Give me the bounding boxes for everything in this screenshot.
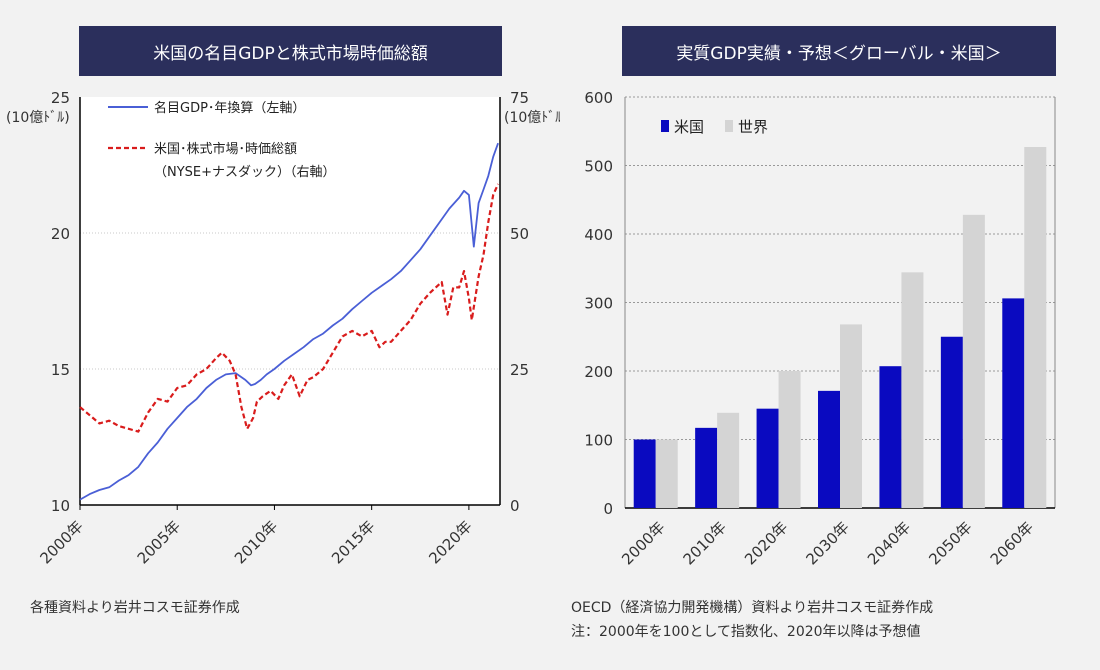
world-bar xyxy=(778,371,801,508)
us-bar xyxy=(756,408,779,508)
plot-area xyxy=(80,97,500,505)
us-bar xyxy=(940,336,963,508)
legend-us-label: 米国 xyxy=(674,118,704,136)
y-left-tick-label: 25 xyxy=(51,89,70,107)
market-cap-series-line xyxy=(79,183,500,433)
us-bar xyxy=(1002,298,1025,508)
y-left-unit-label: (10億ﾄﾞﾙ) xyxy=(6,110,70,126)
world-bar xyxy=(962,214,985,508)
x-tick-label: 2020年 xyxy=(741,518,791,568)
y-left-tick-label: 20 xyxy=(51,225,70,243)
x-tick-label: 2010年 xyxy=(680,518,730,568)
y-tick-label: 100 xyxy=(584,432,613,450)
right-footnote: 注：2000年を100として指数化、2020年以降は予想値 xyxy=(571,624,921,640)
legend-world-swatch xyxy=(725,120,733,132)
world-bar xyxy=(655,439,678,508)
world-bar xyxy=(901,272,924,508)
y-tick-label: 300 xyxy=(584,295,613,313)
left-chart-title: 米国の名目GDPと株式市場時価総額 xyxy=(79,26,502,76)
us-bar xyxy=(879,366,902,508)
y-right-tick-label: 75 xyxy=(510,89,529,107)
right-source-note: OECD（経済協力開発機構）資料より岩井コスモ証券作成 xyxy=(571,600,934,616)
legend-world-label: 世界 xyxy=(738,118,768,136)
y-tick-label: 600 xyxy=(584,89,613,107)
y-tick-label: 500 xyxy=(584,158,613,176)
legend-gdp-label: 名目GDP･年換算（左軸） xyxy=(154,100,305,116)
y-tick-label: 400 xyxy=(584,226,613,244)
gdp-series-line xyxy=(79,142,499,501)
world-bar xyxy=(1024,147,1047,508)
y-right-tick-label: 25 xyxy=(510,361,529,379)
y-right-tick-label: 50 xyxy=(510,225,529,243)
us-bar xyxy=(695,427,718,508)
gdp-market-cap-line-chart: 101520250255075(10億ﾄﾞﾙ)(10億ﾄﾞﾙ)2000年2005… xyxy=(6,89,560,567)
legend-market-label: 米国･株式市場･時価総額 xyxy=(154,141,297,157)
legend-us-swatch xyxy=(661,120,669,132)
x-tick-label: 2050年 xyxy=(925,518,975,568)
legend-market-label-line2: （NYSE+ナスダック）（右軸） xyxy=(154,165,336,180)
y-right-tick-label: 0 xyxy=(510,497,520,515)
x-tick-label: 2000年 xyxy=(618,518,668,568)
y-right-unit-label: (10億ﾄﾞﾙ) xyxy=(504,110,560,126)
us-bar xyxy=(633,439,656,508)
us-bar xyxy=(818,390,840,508)
y-tick-label: 0 xyxy=(603,500,613,518)
y-tick-label: 200 xyxy=(584,363,613,381)
x-tick-label: 2040年 xyxy=(864,518,914,568)
right-chart-title: 実質GDP実績・予想＜グローバル・米国＞ xyxy=(622,26,1056,76)
world-bar xyxy=(717,412,740,508)
world-bar xyxy=(840,324,862,508)
y-left-tick-label: 10 xyxy=(51,497,70,515)
y-left-tick-label: 15 xyxy=(51,361,70,379)
x-tick-label: 2060年 xyxy=(987,518,1037,568)
left-source-note: 各種資料より岩井コスモ証券作成 xyxy=(30,600,240,616)
x-tick-label: 2030年 xyxy=(802,518,852,568)
